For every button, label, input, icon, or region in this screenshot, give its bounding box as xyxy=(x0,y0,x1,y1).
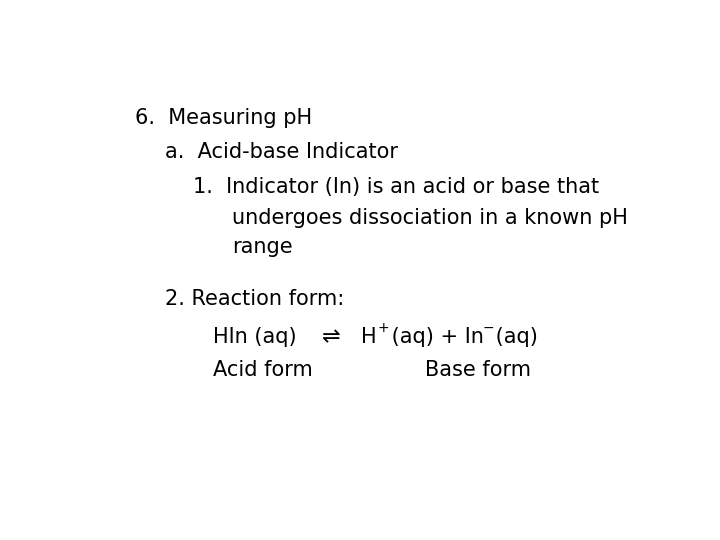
Text: HIn (aq): HIn (aq) xyxy=(213,327,297,347)
Text: 1.  Indicator (In) is an acid or base that: 1. Indicator (In) is an acid or base tha… xyxy=(193,177,599,197)
Text: H: H xyxy=(361,327,377,347)
Text: Base form: Base form xyxy=(425,360,531,380)
Text: Acid form: Acid form xyxy=(213,360,312,380)
Text: range: range xyxy=(233,238,293,258)
Text: (aq): (aq) xyxy=(489,327,538,347)
Text: +: + xyxy=(377,321,389,334)
Text: undergoes dissociation in a known pH: undergoes dissociation in a known pH xyxy=(233,208,628,228)
Text: ⇌: ⇌ xyxy=(322,327,340,347)
Text: (aq) + In: (aq) + In xyxy=(384,327,484,347)
Text: a.  Acid-base Indicator: a. Acid-base Indicator xyxy=(166,141,398,161)
Text: 6.  Measuring pH: 6. Measuring pH xyxy=(135,109,312,129)
Text: −: − xyxy=(482,321,494,334)
Text: 2. Reaction form:: 2. Reaction form: xyxy=(166,289,345,309)
